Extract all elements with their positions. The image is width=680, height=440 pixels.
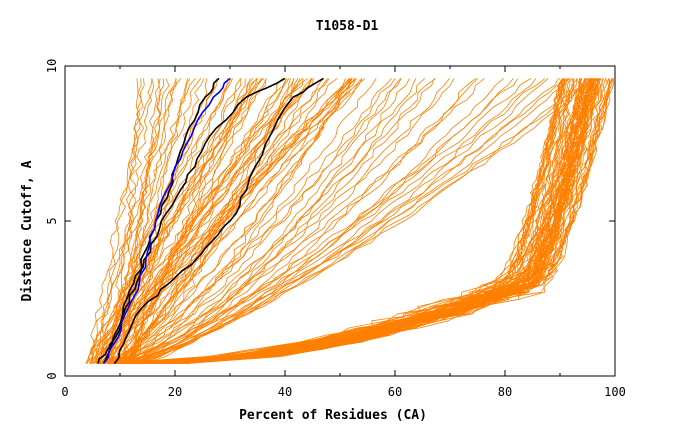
bulk-series-line bbox=[123, 78, 160, 364]
bulk-series-line bbox=[116, 78, 396, 364]
bulk-series-line bbox=[98, 78, 314, 364]
bulk-series-line bbox=[132, 78, 549, 364]
bulk-series-line bbox=[168, 78, 610, 364]
bulk-series-line bbox=[95, 78, 264, 364]
x-tick-label: 0 bbox=[61, 385, 68, 399]
bulk-series-line bbox=[120, 78, 283, 364]
bulk-series-line bbox=[98, 78, 392, 364]
bulk-series-line bbox=[169, 78, 599, 364]
bulk-series-line bbox=[115, 78, 600, 364]
bulk-series-line bbox=[121, 78, 417, 364]
bulk-series-line bbox=[125, 78, 267, 364]
bulk-series-group bbox=[85, 78, 614, 364]
bulk-series-line bbox=[123, 78, 546, 364]
bulk-series-line bbox=[85, 78, 254, 364]
y-tick-label: 10 bbox=[45, 59, 59, 73]
blue-series-line bbox=[102, 77, 231, 365]
x-tick-label: 100 bbox=[604, 385, 626, 399]
bulk-series-line bbox=[116, 78, 582, 364]
bulk-series-line bbox=[128, 78, 189, 364]
bulk-series-line bbox=[113, 78, 242, 364]
bulk-series-line bbox=[86, 78, 155, 364]
bulk-series-line bbox=[129, 78, 350, 364]
y-axis-label: Distance Cutoff, A bbox=[20, 160, 35, 301]
bulk-series-line bbox=[110, 78, 377, 364]
bulk-series-line bbox=[118, 78, 353, 364]
black-series-line bbox=[97, 77, 286, 364]
bulk-series-line bbox=[89, 78, 177, 364]
bulk-series-line bbox=[127, 78, 287, 364]
x-tick-label: 80 bbox=[498, 385, 512, 399]
bulk-series-line bbox=[123, 78, 568, 364]
bulk-series-line bbox=[103, 78, 353, 364]
x-axis: 0 20 40 60 80 100 bbox=[61, 66, 626, 399]
bulk-series-line bbox=[114, 78, 587, 364]
bulk-series-line bbox=[112, 78, 145, 364]
bulk-series-line bbox=[89, 78, 267, 364]
bulk-series-line bbox=[96, 78, 143, 364]
bulk-series-line bbox=[86, 78, 232, 364]
highlight-series-group bbox=[97, 77, 324, 365]
bulk-series-line bbox=[131, 78, 329, 364]
bulk-series-line bbox=[143, 78, 579, 364]
bulk-series-line bbox=[120, 78, 596, 364]
bulk-series-line bbox=[132, 78, 514, 364]
bulk-series-line bbox=[158, 78, 594, 364]
bulk-series-line bbox=[160, 78, 610, 364]
bulk-series-line bbox=[132, 78, 258, 364]
bulk-series-line bbox=[100, 78, 357, 364]
bulk-series-line bbox=[106, 78, 295, 364]
bulk-series-line bbox=[124, 78, 363, 364]
x-tick-label: 40 bbox=[278, 385, 292, 399]
bulk-series-line bbox=[129, 78, 455, 364]
x-axis-label: Percent of Residues (CA) bbox=[239, 408, 427, 423]
bulk-series-line bbox=[141, 78, 504, 364]
chart-title: T1058-D1 bbox=[316, 19, 379, 34]
x-tick-label: 60 bbox=[388, 385, 402, 399]
bulk-series-line bbox=[128, 78, 324, 364]
bulk-series-line bbox=[105, 78, 153, 364]
bulk-series-line bbox=[111, 78, 170, 364]
bulk-series-line bbox=[166, 78, 565, 364]
bulk-series-line bbox=[126, 78, 435, 364]
bulk-series-line bbox=[144, 78, 594, 364]
bulk-series-line bbox=[133, 78, 402, 364]
bulk-series-line bbox=[156, 78, 571, 364]
black-series-line bbox=[113, 77, 324, 365]
bulk-series-line bbox=[111, 78, 537, 364]
x-tick-label: 20 bbox=[168, 385, 182, 399]
bulk-series-line bbox=[107, 78, 581, 364]
bulk-series-line bbox=[112, 78, 565, 364]
bulk-series-line bbox=[112, 78, 330, 364]
y-tick-label: 5 bbox=[45, 217, 59, 224]
bulk-series-line bbox=[100, 78, 437, 364]
bulk-series-line bbox=[165, 78, 571, 364]
bulk-series-line bbox=[111, 78, 569, 364]
y-tick-label: 0 bbox=[45, 372, 59, 379]
bulk-series-line bbox=[124, 78, 559, 364]
bulk-series-line bbox=[136, 78, 426, 364]
bulk-series-line bbox=[110, 78, 564, 364]
bulk-series-line bbox=[93, 78, 363, 364]
bulk-series-line bbox=[175, 78, 581, 364]
y-axis: 0 5 10 bbox=[45, 59, 615, 380]
bulk-series-line bbox=[96, 78, 402, 364]
bulk-series-line bbox=[138, 78, 479, 364]
bulk-series-line bbox=[159, 78, 601, 364]
bulk-series-line bbox=[123, 78, 570, 364]
bulk-series-line bbox=[99, 78, 485, 364]
